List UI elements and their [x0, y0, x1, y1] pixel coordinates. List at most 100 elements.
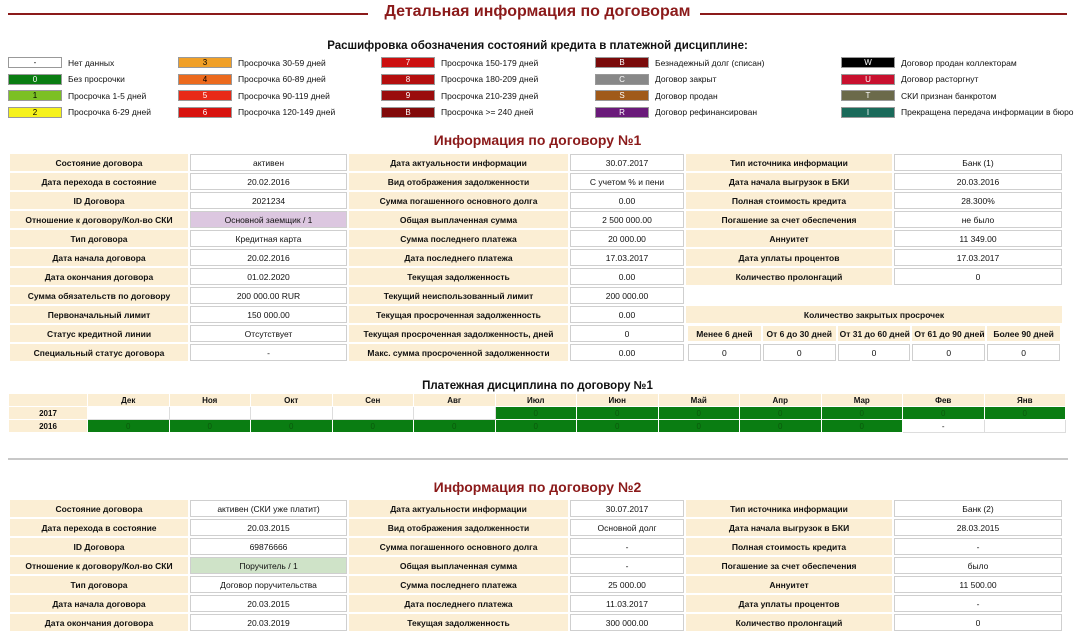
- discipline-cell: 0: [87, 419, 170, 433]
- field-label: Отношение к договору/Кол-во СКИ: [10, 557, 188, 574]
- discipline-cell: 0: [250, 419, 333, 433]
- legend-swatch: C: [595, 73, 649, 85]
- field-value: -: [894, 595, 1062, 612]
- field-label: Дата начала выгрузок в БКИ: [686, 519, 892, 536]
- discipline-cell: 0: [820, 419, 903, 433]
- field-label: Сумма последнего платежа: [349, 230, 568, 247]
- field-label: Тип договора: [10, 576, 188, 593]
- contract2-title: Информация по договору №2: [433, 479, 642, 495]
- field-value: 0.00: [570, 192, 684, 209]
- month-header: Дек: [87, 393, 170, 407]
- field-label: Дата уплаты процентов: [686, 595, 892, 612]
- discipline-cell: 0: [413, 419, 496, 433]
- page-title: Детальная информация по договорам: [376, 3, 699, 20]
- field-label: Дата актуальности информации: [349, 500, 568, 517]
- field-label: Сумма обязательств по договору: [10, 287, 188, 304]
- field-value: 0.00: [570, 268, 684, 285]
- legend-item: 5 Просрочка 90-119 дней: [178, 89, 330, 102]
- field-label: Общая выплаченная сумма: [349, 557, 568, 574]
- field-label: Дата окончания договора: [10, 614, 188, 631]
- discipline-cell: 0: [494, 419, 577, 433]
- field-value: Отсутствует: [190, 325, 347, 342]
- month-header: Июн: [576, 393, 659, 407]
- closed-overdue-value: 0: [837, 344, 911, 361]
- legend-swatch: R: [595, 106, 649, 118]
- closed-overdue-value: 0: [987, 344, 1060, 361]
- contract1-row: Дата начала договора 20.02.2016 Дата после…: [10, 249, 1062, 266]
- field-value: Основной долг: [570, 519, 684, 536]
- field-value: 28.03.2015: [894, 519, 1062, 536]
- month-header: Апр: [739, 393, 822, 407]
- discipline-cell: 0: [739, 406, 822, 420]
- month-header: Сен: [331, 393, 414, 407]
- field-value: 2 500 000.00: [570, 211, 684, 228]
- legend-swatch: 9: [381, 90, 435, 101]
- field-label: ID Договора: [10, 192, 188, 209]
- legend-label: Договор продан: [655, 90, 718, 101]
- legend-label: Просрочка 30-59 дней: [238, 57, 326, 68]
- legend-label: Просрочка 90-119 дней: [238, 90, 330, 101]
- field-label: ID Договора: [10, 538, 188, 555]
- field-value: Договор поручительства: [190, 576, 347, 593]
- field-label: Текущая просроченная задолженность, дней: [349, 325, 568, 342]
- closed-overdue-header: От 31 до 60 дней: [837, 326, 911, 341]
- closed-overdue-header: Более 90 дней: [987, 326, 1060, 341]
- field-value: Поручитель / 1: [190, 557, 347, 574]
- discipline-title: Платежная дисциплина по договору №1: [422, 380, 653, 392]
- field-value: -: [190, 344, 347, 361]
- field-label: Дата уплаты процентов: [686, 249, 892, 266]
- legend-item: - Нет данных: [8, 56, 114, 69]
- legend-swatch: 1: [8, 90, 62, 101]
- closed-overdue-value: 0: [688, 344, 761, 361]
- field-label: Отношение к договору/Кол-во СКИ: [10, 211, 188, 228]
- field-value: 2021234: [190, 192, 347, 209]
- field-value: Основной заемщик / 1: [190, 211, 347, 228]
- closed-overdue-title: Количество закрытых просрочек: [686, 306, 1062, 323]
- field-label: Первоначальный лимит: [10, 306, 188, 323]
- legend-item: 4 Просрочка 60-89 дней: [178, 73, 326, 86]
- closed-overdue-value: 0: [762, 344, 836, 361]
- discipline-cell: 0: [657, 406, 740, 420]
- legend-item: 0 Без просрочки: [8, 73, 125, 86]
- discipline-cell: [168, 406, 251, 420]
- legend-label: Безнадежный долг (списан): [655, 57, 765, 68]
- field-label: Вид отображения задолженности: [349, 519, 568, 536]
- field-label: Тип источника информации: [686, 500, 892, 517]
- legend-item: S Договор продан: [595, 89, 718, 102]
- field-value: -: [894, 538, 1062, 555]
- field-label: Дата окончания договора: [10, 268, 188, 285]
- month-header: Фев: [902, 393, 985, 407]
- discipline-cell: 0: [168, 419, 251, 433]
- field-value: 0: [894, 268, 1062, 285]
- field-label: Макс. сумма просроченной задолженности: [349, 344, 568, 361]
- field-label: Полная стоимость кредита: [686, 192, 892, 209]
- field-label: Дата перехода в состояние: [10, 519, 188, 536]
- field-label: Дата перехода в состояние: [10, 173, 188, 190]
- legend-item: U Договор расторгнут: [841, 73, 978, 86]
- discipline-cell: 0: [576, 419, 659, 433]
- legend-swatch: W: [841, 57, 895, 68]
- field-label: Дата начала выгрузок в БКИ: [686, 173, 892, 190]
- field-value: 20.03.2015: [190, 519, 347, 536]
- legend-item: 9 Просрочка 210-239 дней: [381, 89, 538, 102]
- contract2-row: ID Договора 69876666 Сумма погашенного осн…: [10, 538, 1062, 555]
- field-value: С учетом % и пени: [570, 173, 684, 190]
- contract1-row: Специальный статус договора - Макс. сумма …: [10, 344, 1062, 361]
- field-label: Аннуитет: [686, 230, 892, 247]
- month-header: Янв: [983, 393, 1066, 407]
- discipline-cell: [250, 406, 333, 420]
- contract1-row: Дата перехода в состояние 20.02.2016 Вид о…: [10, 173, 1062, 190]
- field-label: Текущая задолженность: [349, 614, 568, 631]
- field-value: 25 000.00: [570, 576, 684, 593]
- field-value: 0.00: [570, 306, 684, 323]
- field-value: активен: [190, 154, 347, 171]
- legend-label: Нет данных: [68, 57, 115, 68]
- contract1-row: ID Договора 2021234 Сумма погашенного осно…: [10, 192, 1062, 209]
- field-value: 20.03.2015: [190, 595, 347, 612]
- year-label: 2017: [8, 406, 88, 420]
- field-value: 150 000.00: [190, 306, 347, 323]
- closed-overdue-grid: Менее 6 дней От 6 до 30 дней От 31 до 60 д…: [686, 326, 1062, 341]
- legend-label: Договор рефинансирован: [655, 107, 758, 117]
- field-value: 17.03.2017: [570, 249, 684, 266]
